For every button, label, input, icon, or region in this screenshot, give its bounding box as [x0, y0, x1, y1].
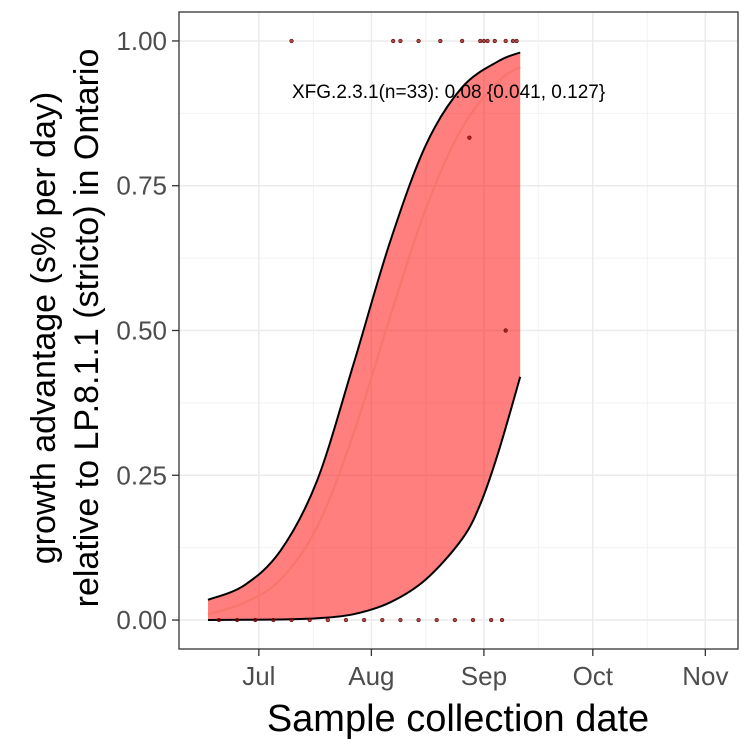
fit-line: [207, 66, 521, 616]
data-point: [452, 617, 457, 623]
y-tick-label: 0.75: [116, 171, 167, 201]
x-axis-title: Sample collection date: [267, 698, 649, 740]
data-point: [380, 617, 385, 623]
data-point: [499, 617, 505, 623]
data-point: [492, 38, 497, 44]
x-tick-label: Nov: [682, 661, 728, 691]
x-tick-label: Oct: [573, 661, 614, 691]
data-point: [289, 617, 294, 623]
data-point: [514, 38, 519, 44]
data-point: [398, 38, 403, 44]
y-axis: 0.00 0.25 0.50 0.75 1.00: [116, 26, 179, 635]
data-point: [325, 617, 330, 623]
y-axis-title-line-2: relative to LP.8.1.1 (stricto) in Ontari…: [68, 49, 106, 608]
y-axis-title-line-1: growth advantage (s% per day): [25, 92, 63, 564]
points-group: [216, 38, 519, 623]
y-tick-label: 0.50: [116, 316, 167, 346]
data-point: [434, 617, 439, 623]
data-point: [478, 38, 483, 44]
data-point: [470, 617, 476, 623]
data-point: [438, 38, 443, 44]
data-point: [391, 38, 396, 44]
y-tick-label: 0.00: [116, 605, 167, 635]
data-point: [460, 38, 465, 44]
data-point: [489, 617, 494, 623]
x-tick-label: Aug: [348, 661, 394, 691]
x-axis: Jul Aug Sep Oct Nov: [242, 649, 728, 691]
data-point: [481, 38, 487, 44]
y-tick-label: 1.00: [116, 26, 167, 56]
data-point: [467, 135, 472, 140]
data-point: [307, 617, 312, 623]
ci-upper-line: [207, 51, 521, 601]
data-point: [362, 617, 367, 623]
data-point: [416, 38, 421, 44]
x-tick-label: Jul: [242, 661, 275, 691]
data-point: [510, 38, 516, 44]
y-tick-label: 0.25: [116, 460, 167, 490]
data-point: [503, 328, 508, 333]
data-point: [271, 617, 276, 623]
data-point: [289, 38, 294, 44]
data-point: [398, 617, 403, 623]
data-point: [416, 617, 421, 623]
fit-line-group: [207, 66, 521, 616]
data-point: [253, 617, 258, 623]
data-point: [343, 617, 349, 623]
data-point: [216, 617, 222, 623]
data-point: [234, 617, 240, 623]
annotation: XFG.2.3.1(n=33): 0.08 {0.041, 0.127}: [292, 82, 605, 103]
x-tick-label: Sep: [461, 661, 507, 691]
data-point: [503, 38, 508, 44]
data-point: [485, 38, 490, 44]
ci-lower-line: [207, 376, 522, 621]
confidence-ribbon: [207, 51, 522, 621]
ci-ribbon-fill: [208, 52, 521, 620]
